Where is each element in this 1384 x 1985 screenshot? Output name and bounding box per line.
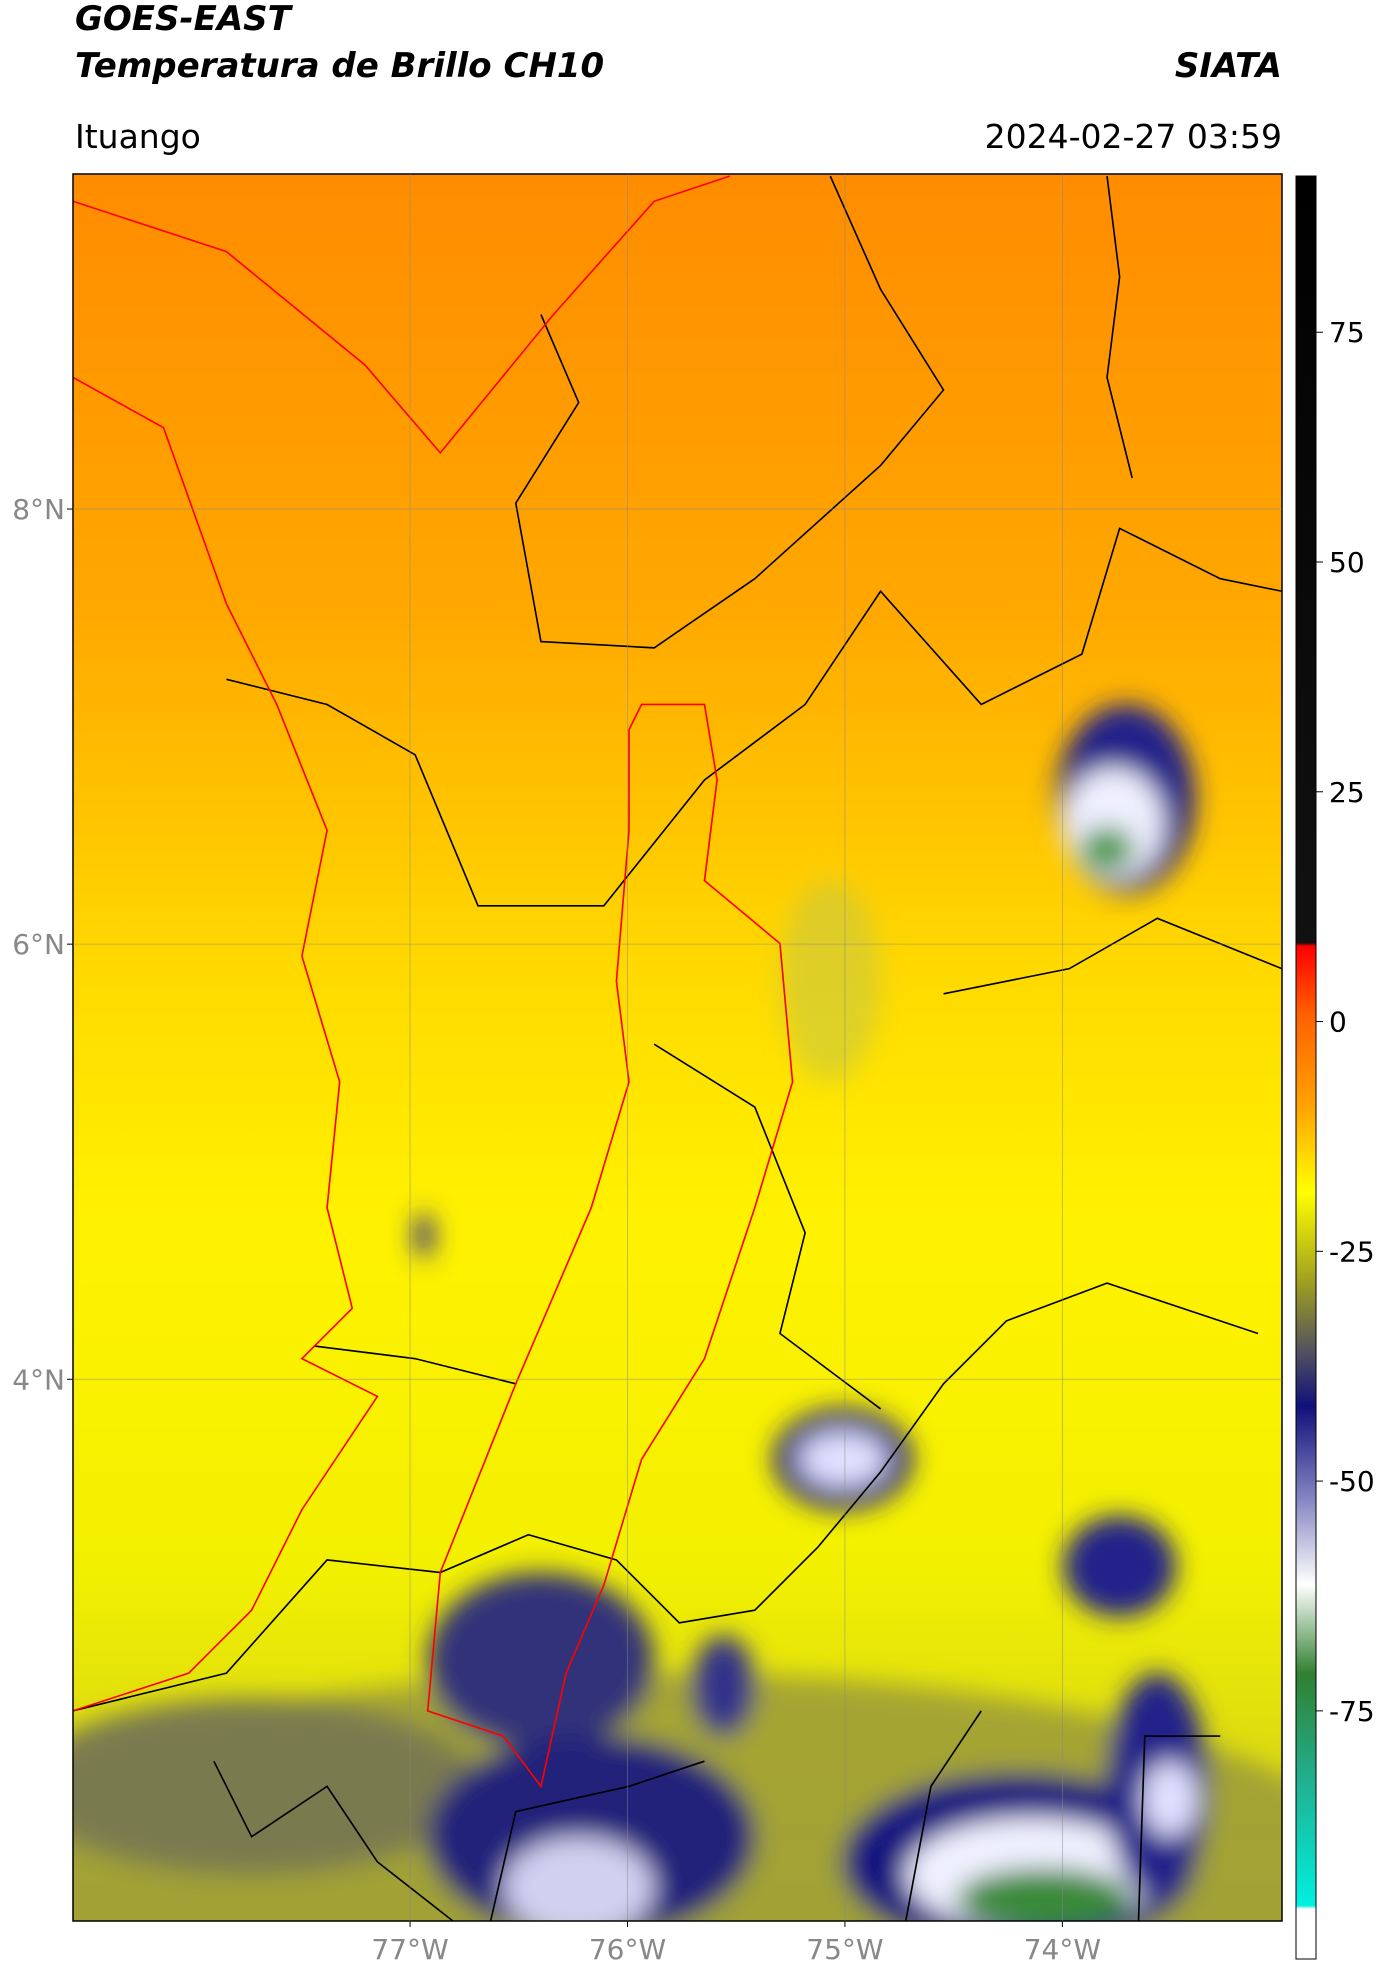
title: GOES-EAST [75, 0, 294, 39]
source: SIATA [1175, 46, 1282, 86]
lat-tick-label: 8°N [12, 493, 65, 526]
location: Ituango [75, 117, 201, 156]
lat-tick-label: 6°N [12, 928, 65, 961]
datetime: 2024-02-27 03:59 [985, 117, 1282, 156]
colorbar [1295, 175, 1317, 1960]
lon-tick-label: 74°W [1024, 1933, 1101, 1966]
colorbar-tick-label: 0 [1329, 1006, 1347, 1039]
colorbar-tick-label: 75 [1329, 316, 1365, 349]
colorbar-tick-label: -75 [1329, 1695, 1375, 1728]
colorbar-tick-label: 50 [1329, 546, 1365, 579]
colorbar-tick-label: -25 [1329, 1235, 1375, 1268]
colorbar-tick-label: -50 [1329, 1465, 1375, 1498]
map-frame [72, 173, 1283, 1922]
subtitle: Temperatura de Brillo CH10 [75, 46, 604, 86]
colorbar-tick-label: 25 [1329, 776, 1365, 809]
lon-tick-label: 76°W [589, 1933, 666, 1966]
lat-tick-label: 4°N [12, 1363, 65, 1396]
lon-tick-label: 75°W [806, 1933, 883, 1966]
lon-tick-label: 77°W [371, 1933, 448, 1966]
satellite-image [73, 174, 1282, 1921]
